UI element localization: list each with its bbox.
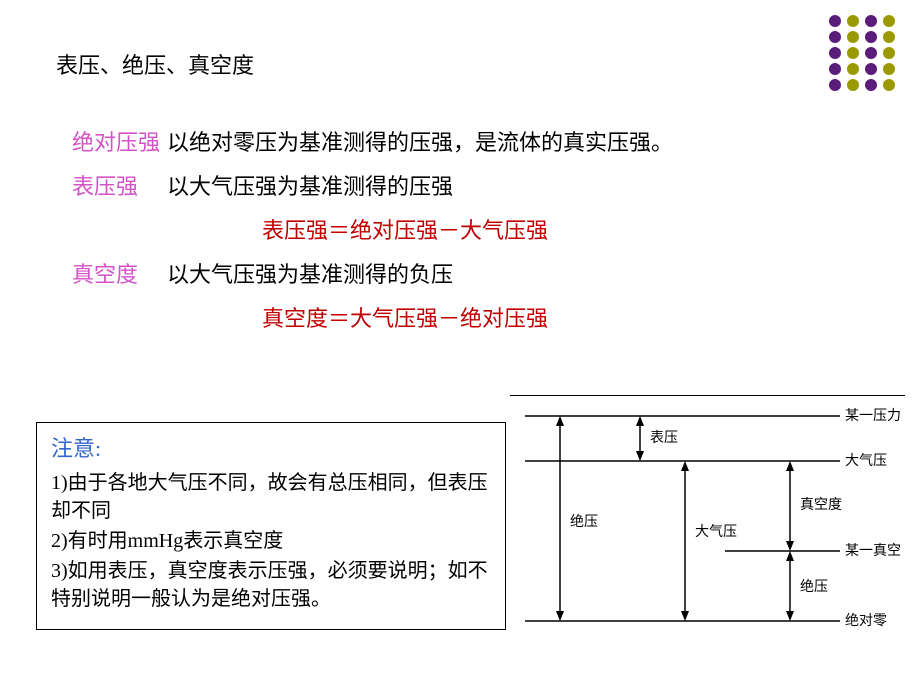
arrow-vacuum xyxy=(786,461,794,551)
text-gauge: 以大气压强为基准测得的压强 xyxy=(167,169,453,201)
pressure-diagram: 绝压 表压 大气压 真空度 绝压 某一压力 xyxy=(510,395,905,641)
note-3: 3)如用表压，真空度表示压强，必须要说明；如不特别说明一般认为是绝对压强。 xyxy=(51,557,491,613)
def-gauge: 表压强 以大气压强为基准测得的压强 xyxy=(72,169,832,201)
arrow-atm xyxy=(681,461,689,621)
corner-dots xyxy=(829,15,895,91)
term-absolute: 绝对压强 xyxy=(72,125,167,157)
label-atm: 大气压 xyxy=(845,453,887,469)
label-gauge: 表压 xyxy=(650,430,678,446)
arrow-gauge xyxy=(636,416,644,461)
text-vacuum: 以大气压强为基准测得的负压 xyxy=(167,257,453,289)
text-absolute: 以绝对零压为基准测得的压强，是流体的真实压强。 xyxy=(167,125,673,157)
def-absolute: 绝对压强 以绝对零压为基准测得的压强，是流体的真实压强。 xyxy=(72,125,832,157)
arrow-abs-2 xyxy=(786,551,794,621)
formula-gauge: 表压强＝绝对压强－大气压强 xyxy=(262,213,832,245)
arrow-abs-1 xyxy=(556,416,564,621)
note-2: 2)有时用mmHg表示真空度 xyxy=(51,527,491,555)
content-area: 绝对压强 以绝对零压为基准测得的压强，是流体的真实压强。 表压强 以大气压强为基… xyxy=(72,125,832,345)
notes-box: 注意: 1)由于各地大气压不同，故会有总压相同，但表压却不同 2)有时用mmHg… xyxy=(36,422,506,630)
label-abs2: 绝压 xyxy=(800,579,828,595)
term-vacuum: 真空度 xyxy=(72,257,167,289)
note-1: 1)由于各地大气压不同，故会有总压相同，但表压却不同 xyxy=(51,469,491,525)
label-atm2: 大气压 xyxy=(695,524,737,540)
label-abs-zero: 绝对零 xyxy=(845,613,887,629)
label-some-pressure: 某一压力 xyxy=(845,408,901,424)
term-gauge: 表压强 xyxy=(72,169,167,201)
label-some-vacuum: 某一真空 xyxy=(845,543,901,559)
slide-title: 表压、绝压、真空度 xyxy=(56,48,254,80)
formula-vacuum: 真空度＝大气压强－绝对压强 xyxy=(262,301,832,333)
def-vacuum: 真空度 以大气压强为基准测得的负压 xyxy=(72,257,832,289)
label-abs: 绝压 xyxy=(570,514,598,530)
label-vacuum: 真空度 xyxy=(800,497,842,513)
notes-title: 注意: xyxy=(51,431,491,463)
